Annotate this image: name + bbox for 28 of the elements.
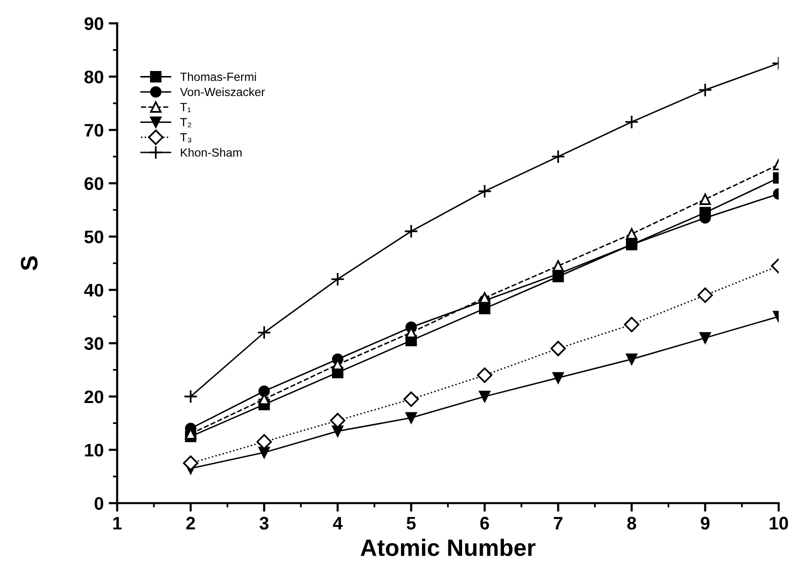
x-tick-label: 4 [332, 516, 343, 530]
y-tick-label: 30 [84, 337, 104, 350]
y-tick-label: 80 [84, 70, 104, 84]
x-tick-label: 2 [186, 516, 195, 530]
x-tick-label: 3 [260, 516, 269, 530]
y-tick-label: 20 [84, 390, 104, 404]
legend-label: T₂ [180, 118, 192, 128]
y-tick-label: 40 [84, 284, 104, 297]
legend-label: Von-Weiszacker [180, 87, 265, 96]
y-tick-label: 90 [84, 17, 104, 30]
y-axis-title: S [20, 256, 38, 270]
legend-label: T₃ [180, 133, 192, 143]
x-tick-label: 7 [554, 516, 562, 530]
y-tick-label: 70 [84, 124, 104, 137]
x-tick-label: 9 [700, 516, 710, 530]
legend-label: Thomas-Fermi [180, 72, 256, 81]
x-tick-label: 5 [406, 516, 416, 530]
legend-label: Khon-Sham [180, 148, 242, 157]
x-tick-label: 6 [480, 516, 490, 530]
x-tick-label: 1 [113, 516, 122, 530]
x-axis-title: Atomic Number [360, 538, 536, 556]
y-tick-label: 50 [84, 230, 104, 244]
x-tick-label: 8 [627, 516, 636, 530]
x-tick-label: 10 [770, 516, 788, 530]
y-tick-label: 10 [85, 444, 104, 457]
y-tick-label: 0 [94, 497, 104, 510]
legend-label: T₁ [180, 103, 191, 112]
y-tick-label: 60 [84, 177, 104, 190]
